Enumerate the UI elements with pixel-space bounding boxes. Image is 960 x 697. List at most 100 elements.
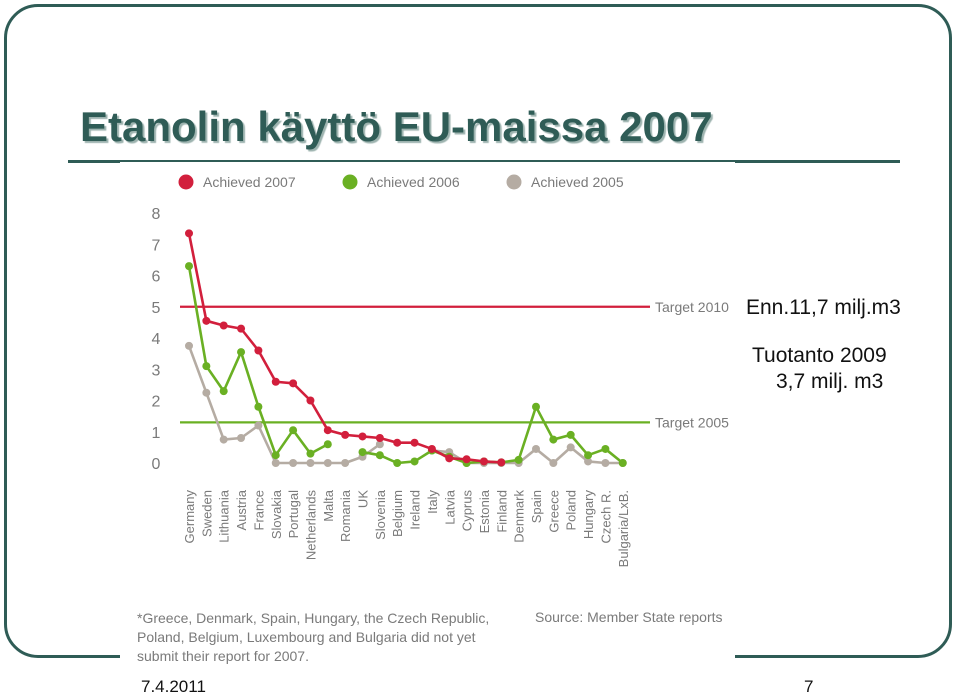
data-point-achieved-2006-austria: [237, 348, 246, 357]
x-tick-label-cyprus: Cyprus: [460, 490, 475, 532]
data-point-achieved-2005-greece: [549, 459, 558, 467]
data-point-achieved-2006-france: [254, 402, 263, 411]
data-point-achieved-2007-ireland: [410, 438, 419, 447]
x-tick-label-romania: Romania: [338, 489, 353, 542]
x-tick-label-germany: Germany: [182, 490, 197, 544]
data-point-achieved-2007-portugal: [289, 379, 298, 388]
x-tick-label-lithuania: Lithuania: [217, 489, 232, 543]
x-tick-label-slovenia: Slovenia: [373, 489, 388, 540]
x-tick-label-poland: Poland: [564, 490, 579, 530]
data-point-achieved-2005-romania: [341, 459, 350, 467]
x-tick-label-ireland: Ireland: [408, 490, 423, 530]
annotation-production-label: Tuotanto 2009: [752, 344, 887, 367]
data-point-achieved-2007-latvia: [445, 454, 454, 463]
data-point-achieved-2007-slovakia: [271, 377, 280, 386]
x-tick-label-belgium: Belgium: [390, 490, 405, 537]
data-point-achieved-2005-sweden: [202, 388, 211, 397]
title-underline: [68, 160, 900, 163]
data-point-achieved-2005-slovenia: [375, 440, 384, 449]
data-point-achieved-2007-romania: [341, 430, 350, 439]
x-tick-label-austria: Austria: [234, 489, 249, 530]
x-tick-label-uk: UK: [356, 490, 371, 508]
data-point-achieved-2006-malta: [323, 440, 332, 449]
footnote: *Greece, Denmark, Spain, Hungary, the Cz…: [137, 610, 490, 664]
legend-label-achieved-2007: Achieved 2007: [203, 174, 296, 190]
y-tick-label: 5: [152, 300, 161, 317]
data-point-achieved-2007-slovenia: [375, 434, 384, 442]
data-point-achieved-2005-poland: [566, 443, 575, 452]
y-tick-label: 0: [152, 456, 161, 473]
legend-marker-achieved-2006: [342, 174, 358, 190]
data-point-achieved-2005-spain: [532, 444, 540, 453]
data-point-achieved-2005-portugal: [289, 459, 298, 467]
data-point-achieved-2005-lithuania: [219, 435, 228, 444]
data-point-achieved-2007-lithuania: [219, 321, 228, 330]
x-tick-label-hungary: Hungary: [581, 490, 596, 540]
data-point-achieved-2006-slovenia: [375, 451, 384, 460]
slide-title: Etanolin käyttö EU-maissa 2007: [80, 103, 713, 150]
data-point-achieved-2006-uk: [358, 448, 367, 457]
target-label-target-2010: Target 2010: [655, 299, 729, 315]
data-point-achieved-2007-finland: [497, 458, 506, 467]
x-tick-label-estonia: Estonia: [477, 489, 492, 533]
x-tick-label-spain: Spain: [529, 490, 544, 523]
data-point-achieved-2006-germany: [185, 262, 193, 271]
source-note: Source: Member State reports: [535, 609, 723, 625]
data-point-achieved-2005-france: [254, 421, 263, 430]
data-point-achieved-2007-estonia: [479, 457, 488, 466]
data-point-achieved-2006-czech-r: [601, 444, 610, 453]
chart-panel: Achieved 2007 Achieved 2006 Achieved 2005 0…: [120, 162, 735, 662]
y-tick-label: 1: [152, 425, 161, 442]
data-point-achieved-2007-belgium: [393, 438, 402, 447]
legend-marker-achieved-2005: [506, 174, 522, 190]
data-point-achieved-2006-sweden: [202, 362, 211, 371]
data-point-achieved-2007-malta: [323, 426, 332, 435]
data-point-achieved-2007-cyprus: [462, 455, 471, 464]
data-point-achieved-2007-sweden: [202, 316, 211, 325]
data-point-achieved-2005-netherlands: [306, 459, 315, 467]
x-tick-label-sweden: Sweden: [199, 490, 214, 537]
data-point-achieved-2007-austria: [237, 324, 246, 333]
y-tick-label: 6: [152, 269, 161, 286]
x-tick-label-denmark: Denmark: [512, 490, 527, 543]
annotation-production-value: 3,7 milj. m3: [776, 370, 884, 393]
data-point-achieved-2006-denmark: [514, 455, 523, 464]
y-tick-label: 2: [152, 394, 161, 411]
series-line-achieved-2006: [362, 405, 624, 465]
legend-label-achieved-2006: Achieved 2006: [367, 174, 460, 190]
slide-date: 7.4.2011: [141, 677, 206, 696]
ethanol-chart: Achieved 2007 Achieved 2006 Achieved 2005 0…: [152, 174, 730, 567]
data-point-achieved-2006-lithuania: [219, 387, 228, 396]
data-point-achieved-2005-hungary: [584, 457, 593, 466]
data-point-achieved-2006-hungary: [584, 451, 593, 460]
data-point-achieved-2007-italy: [427, 444, 436, 453]
x-tick-label-finland: Finland: [494, 490, 509, 533]
data-point-achieved-2006-poland: [566, 430, 575, 439]
x-tick-label-france: France: [251, 490, 266, 530]
y-tick-label: 4: [152, 331, 161, 348]
legend-label-achieved-2005: Achieved 2005: [531, 174, 624, 190]
data-point-achieved-2005-czech-r: [601, 459, 610, 467]
data-point-achieved-2007-netherlands: [306, 396, 315, 405]
y-tick-label: 8: [152, 206, 161, 223]
data-point-achieved-2006-belgium: [393, 459, 402, 467]
data-point-achieved-2005-slovakia: [271, 459, 280, 467]
data-point-achieved-2006-ireland: [410, 457, 419, 466]
x-tick-label-italy: Italy: [425, 490, 440, 514]
data-point-achieved-2005-germany: [185, 341, 193, 350]
y-tick-label: 3: [152, 362, 161, 379]
data-point-achieved-2006-greece: [549, 435, 558, 444]
data-point-achieved-2007-germany: [185, 229, 193, 238]
annotation-estimate: Enn.11,7 milj.m3: [746, 296, 901, 319]
series-line-achieved-2007: [187, 233, 502, 464]
x-tick-label-greece: Greece: [546, 490, 561, 533]
data-point-achieved-2006-spain: [532, 402, 540, 411]
legend-marker-achieved-2007: [178, 174, 194, 190]
data-point-achieved-2005-malta: [323, 459, 332, 467]
y-tick-label: 7: [152, 237, 161, 254]
series-line-achieved-2005: [187, 345, 381, 465]
x-tick-label-latvia: Latvia: [442, 489, 457, 524]
x-tick-label-slovakia: Slovakia: [269, 489, 284, 539]
data-point-achieved-2007-uk: [358, 432, 367, 441]
data-point-achieved-2006-portugal: [289, 426, 298, 435]
